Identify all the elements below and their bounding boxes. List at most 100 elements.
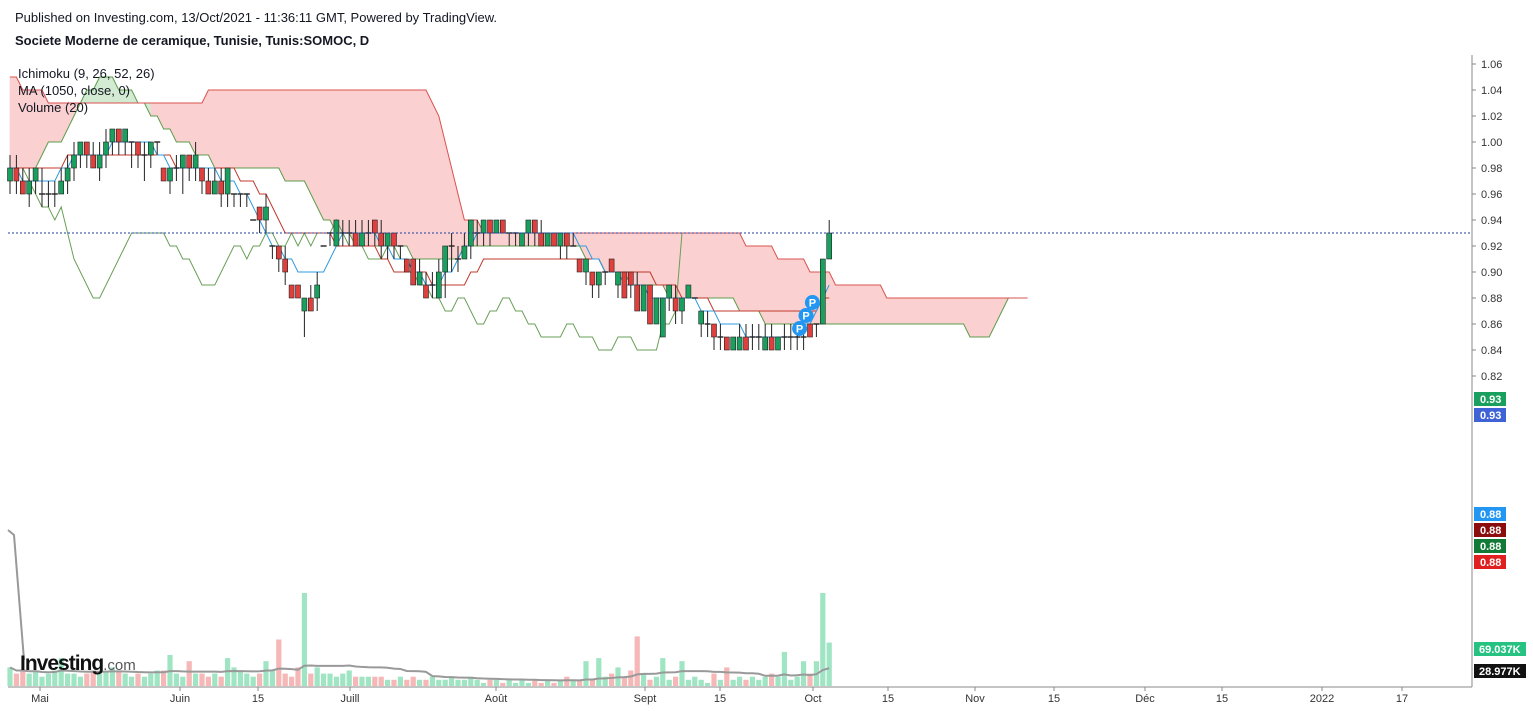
candle-down bbox=[768, 324, 775, 351]
legend-ma[interactable]: MA (1050, close, 0) bbox=[18, 83, 130, 98]
candle-body bbox=[685, 284, 692, 299]
cloud-segment bbox=[265, 89, 273, 169]
volume-bar bbox=[365, 676, 371, 686]
cloud-segment bbox=[592, 232, 600, 260]
p-marker-label: P bbox=[809, 298, 816, 310]
candle-up bbox=[787, 324, 794, 350]
time-tick-label: Mai bbox=[31, 693, 49, 705]
time-axis: Mai Juin 15 Juill Août Sept 15 Oct 15 Nov 15 Déc 15 2… bbox=[31, 687, 1408, 705]
candle-down bbox=[352, 220, 359, 247]
volume-bar bbox=[756, 679, 762, 686]
cloud-segment bbox=[182, 102, 190, 143]
candle-down bbox=[743, 324, 749, 351]
cloud-segment bbox=[336, 89, 344, 234]
price-badge-label: 0.88 bbox=[1480, 541, 1501, 553]
candle-up bbox=[826, 220, 833, 260]
candle-up bbox=[263, 194, 269, 233]
candle-up bbox=[762, 324, 769, 351]
price-tick-label: 0.90 bbox=[1481, 267, 1502, 279]
candle-down bbox=[205, 168, 212, 195]
volume-bar bbox=[231, 667, 237, 686]
cloud-segment bbox=[995, 297, 1003, 325]
candle-up bbox=[519, 232, 525, 247]
volume-bar bbox=[609, 673, 615, 686]
cloud-segment bbox=[867, 284, 875, 325]
legend-volume[interactable]: Volume (20) bbox=[18, 100, 89, 115]
candle-body bbox=[775, 336, 781, 351]
volume-bar bbox=[269, 670, 275, 686]
volume-bar bbox=[487, 679, 493, 686]
candle-body bbox=[698, 310, 705, 325]
candle-down bbox=[723, 336, 730, 351]
candle-body bbox=[435, 271, 442, 299]
cloud-segment bbox=[707, 232, 715, 299]
candle-down bbox=[186, 154, 192, 181]
candle-body bbox=[487, 219, 493, 234]
candle-down bbox=[627, 271, 634, 298]
cloud-segment bbox=[713, 232, 721, 299]
time-tick-label: 17 bbox=[1396, 693, 1408, 705]
candle-body bbox=[135, 141, 141, 156]
volume-bar bbox=[532, 679, 538, 686]
price-badge-bg bbox=[1474, 555, 1506, 569]
candle-down bbox=[218, 168, 224, 207]
price-tick-label: 1.02 bbox=[1481, 111, 1502, 123]
cloud-segment bbox=[483, 232, 491, 247]
cloud-segment bbox=[764, 245, 772, 325]
volume-bar bbox=[429, 676, 435, 686]
candle-body bbox=[212, 180, 218, 195]
candle-body bbox=[627, 271, 634, 286]
p-marker-circle bbox=[804, 295, 820, 310]
volume-bar bbox=[570, 679, 576, 686]
candle-body bbox=[90, 154, 96, 169]
candle-down bbox=[499, 219, 506, 234]
volume-bar bbox=[289, 676, 295, 686]
candle-body bbox=[634, 284, 641, 312]
candle-body bbox=[180, 154, 186, 169]
cloud-segment bbox=[214, 89, 222, 169]
volume-bar bbox=[666, 679, 672, 686]
volume-bar bbox=[359, 676, 365, 686]
cloud-segment bbox=[956, 297, 964, 325]
legend-ichimoku[interactable]: Ichimoku (9, 26, 52, 26) bbox=[18, 66, 155, 81]
candle-body bbox=[148, 141, 154, 156]
candle-down bbox=[391, 232, 397, 259]
volume-bar bbox=[141, 676, 147, 686]
candle-body bbox=[819, 258, 826, 325]
volume-bar bbox=[538, 682, 544, 686]
candle-up bbox=[455, 246, 461, 272]
price-badge-bg bbox=[1474, 539, 1506, 553]
cloud-segment bbox=[841, 284, 849, 325]
volume-badge-label: 69.037K bbox=[1479, 644, 1521, 656]
volume-bar bbox=[685, 679, 691, 686]
price-tick-label: 0.96 bbox=[1481, 189, 1502, 201]
candle-body bbox=[109, 128, 116, 143]
candle-up bbox=[45, 181, 52, 207]
volume-bar bbox=[641, 673, 647, 686]
candle-body bbox=[551, 232, 557, 247]
candle-body bbox=[71, 154, 77, 169]
volume-bar bbox=[417, 679, 423, 686]
volume-bar bbox=[199, 673, 205, 686]
cloud-segment bbox=[745, 245, 753, 312]
cloud-segment bbox=[361, 89, 369, 247]
volume-bar bbox=[717, 679, 723, 686]
candle-up bbox=[231, 193, 237, 207]
candle-body bbox=[416, 271, 423, 286]
candle-body bbox=[711, 323, 717, 338]
volume-bar bbox=[391, 679, 397, 686]
candle-up bbox=[243, 193, 250, 207]
candle-up bbox=[819, 258, 826, 325]
volume-bar bbox=[193, 673, 199, 686]
volume-bar bbox=[295, 667, 301, 686]
cloud-segment bbox=[860, 284, 868, 325]
cloud-segment bbox=[508, 232, 516, 247]
volume-bar bbox=[321, 673, 327, 686]
candle-up bbox=[71, 142, 77, 181]
candle-body bbox=[205, 180, 212, 195]
cloud-segment bbox=[636, 232, 644, 286]
volume-ma-line bbox=[9, 664, 830, 682]
candle-body bbox=[359, 232, 365, 247]
cloud-segment bbox=[496, 232, 504, 247]
